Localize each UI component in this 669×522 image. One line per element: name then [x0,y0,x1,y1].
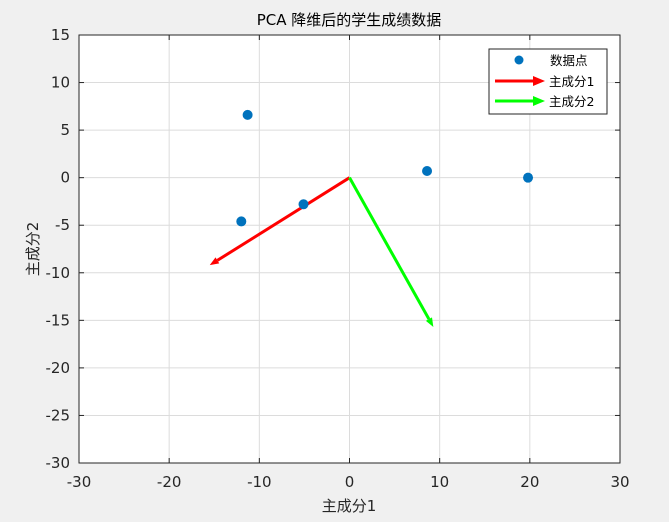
x-tick-label: -20 [157,473,182,491]
x-axis-label: 主成分1 [322,497,377,515]
y-tick-label: -25 [46,406,71,424]
pc2-vector [348,176,431,320]
y-tick-label: 10 [51,74,70,92]
y-axis-label: 主成分2 [24,222,42,277]
legend-label-points: 数据点 [550,53,588,68]
data-point [298,199,309,210]
data-point [242,109,253,120]
legend-label-pc2: 主成分2 [549,94,594,109]
x-tick-label: 20 [520,473,539,491]
y-tick-label: -20 [46,359,71,377]
x-tick-label: -30 [67,473,92,491]
y-tick-labels: 15 10 5 0 -5 -10 -15 -20 -25 -30 [46,26,71,472]
y-tick-label: 15 [51,26,70,44]
legend-arrowhead-pc2 [533,96,545,106]
x-tick-labels: -30 -20 -10 0 10 20 30 [67,473,630,491]
data-points [236,109,534,227]
chart-title: PCA 降维后的学生成绩数据 [257,11,442,29]
y-tick-label: -10 [46,264,71,282]
pc1-vector [216,176,351,262]
y-tick-label: 0 [60,169,70,187]
pc1-arrowhead [209,257,220,266]
x-tick-label: 10 [430,473,449,491]
y-tick-label: -15 [46,311,71,329]
y-tick-label: -5 [55,216,70,234]
data-point [523,172,534,183]
y-tick-label: -30 [46,454,71,472]
legend-label-pc1: 主成分1 [549,74,594,89]
tick-marks [78,34,621,464]
legend: 数据点 主成分1 主成分2 [488,48,608,115]
grid [79,35,620,463]
x-tick-label: 0 [345,473,355,491]
x-tick-label: 30 [610,473,629,491]
y-tick-label: 5 [60,121,70,139]
legend-arrowhead-pc1 [533,76,545,86]
pc2-arrowhead [425,317,434,327]
legend-marker-points [514,55,524,65]
x-tick-label: -10 [247,473,272,491]
data-point [236,216,247,227]
data-point [422,166,433,177]
principal-component-vectors [209,176,434,327]
